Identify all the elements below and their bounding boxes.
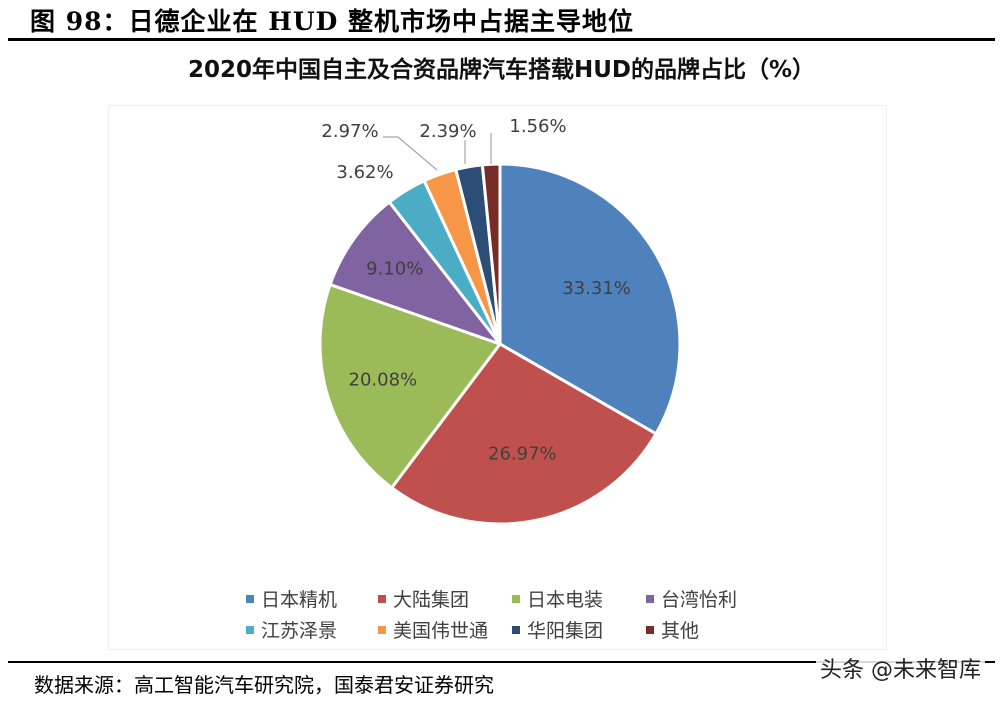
legend-item: 美国伟世通 <box>378 616 512 643</box>
legend-swatch-icon <box>512 625 520 634</box>
legend-label: 台湾怡利 <box>661 589 738 611</box>
legend-row-1: 日本精机 大陆集团 日本电装 台湾怡利 <box>246 583 778 614</box>
data-source-note: 数据来源：高工智能汽车研究院，国泰君安证券研究 <box>34 673 494 697</box>
watermark: 头条 @未来智库 <box>816 652 985 684</box>
legend-swatch-icon <box>646 594 654 603</box>
slice-label: 2.97% <box>321 121 378 142</box>
pie-slice <box>389 342 659 526</box>
legend-label: 其他 <box>661 620 700 642</box>
legend-swatch-icon <box>512 594 520 603</box>
legend-label: 美国伟世通 <box>393 620 489 642</box>
legend-item: 日本精机 <box>246 585 378 612</box>
pie-slice <box>480 162 502 345</box>
figure-title: 图 98：日德企业在 HUD 整机市场中占据主导地位 <box>30 7 635 36</box>
legend-swatch-icon <box>246 594 254 603</box>
legend-item: 日本电装 <box>512 585 646 612</box>
legend-item: 台湾怡利 <box>646 585 778 612</box>
leader-line <box>383 136 438 171</box>
legend-label: 华阳集团 <box>527 620 604 642</box>
slice-label: 3.62% <box>336 162 393 183</box>
legend-label: 江苏泽景 <box>261 620 338 642</box>
slice-label: 9.10% <box>366 258 423 279</box>
pie-slices <box>318 162 682 526</box>
pie-slice <box>318 282 503 490</box>
leader-lines <box>383 133 492 171</box>
top-rule-divider <box>8 38 995 41</box>
legend-label: 日本精机 <box>261 589 338 611</box>
legend-item: 华阳集团 <box>512 616 646 643</box>
pie-slice <box>328 199 505 348</box>
legend-label: 日本电装 <box>527 589 604 611</box>
legend-swatch-icon <box>646 625 654 634</box>
slice-label: 20.08% <box>349 369 418 390</box>
slice-label: 33.31% <box>562 278 631 299</box>
legend-label: 大陆集团 <box>393 589 470 611</box>
legend-item: 江苏泽景 <box>246 616 378 643</box>
legend-swatch-icon <box>246 625 254 634</box>
chart-title: 2020年中国自主及合资品牌汽车搭载HUD的品牌占比（%） <box>187 57 816 83</box>
chart-area-frame <box>108 105 887 650</box>
legend-item: 大陆集团 <box>378 585 512 612</box>
legend-swatch-icon <box>378 625 386 634</box>
slice-label: 26.97% <box>488 443 557 464</box>
chart-legend: 日本精机 大陆集团 日本电装 台湾怡利 江苏泽景 美国伟世通 华阳集团 <box>246 583 778 645</box>
pie-slice <box>498 162 682 436</box>
slice-label: 1.56% <box>509 116 566 137</box>
bottom-rule-divider <box>8 661 995 663</box>
slice-labels: 33.31% 26.97% 20.08% 9.10% 3.62% 2.97% 2.39% 1.… <box>321 116 631 464</box>
legend-row-2: 江苏泽景 美国伟世通 华阳集团 其他 <box>246 614 778 645</box>
legend-item: 其他 <box>646 616 778 643</box>
slice-label: 2.39% <box>419 121 476 142</box>
legend-swatch-icon <box>378 594 386 603</box>
